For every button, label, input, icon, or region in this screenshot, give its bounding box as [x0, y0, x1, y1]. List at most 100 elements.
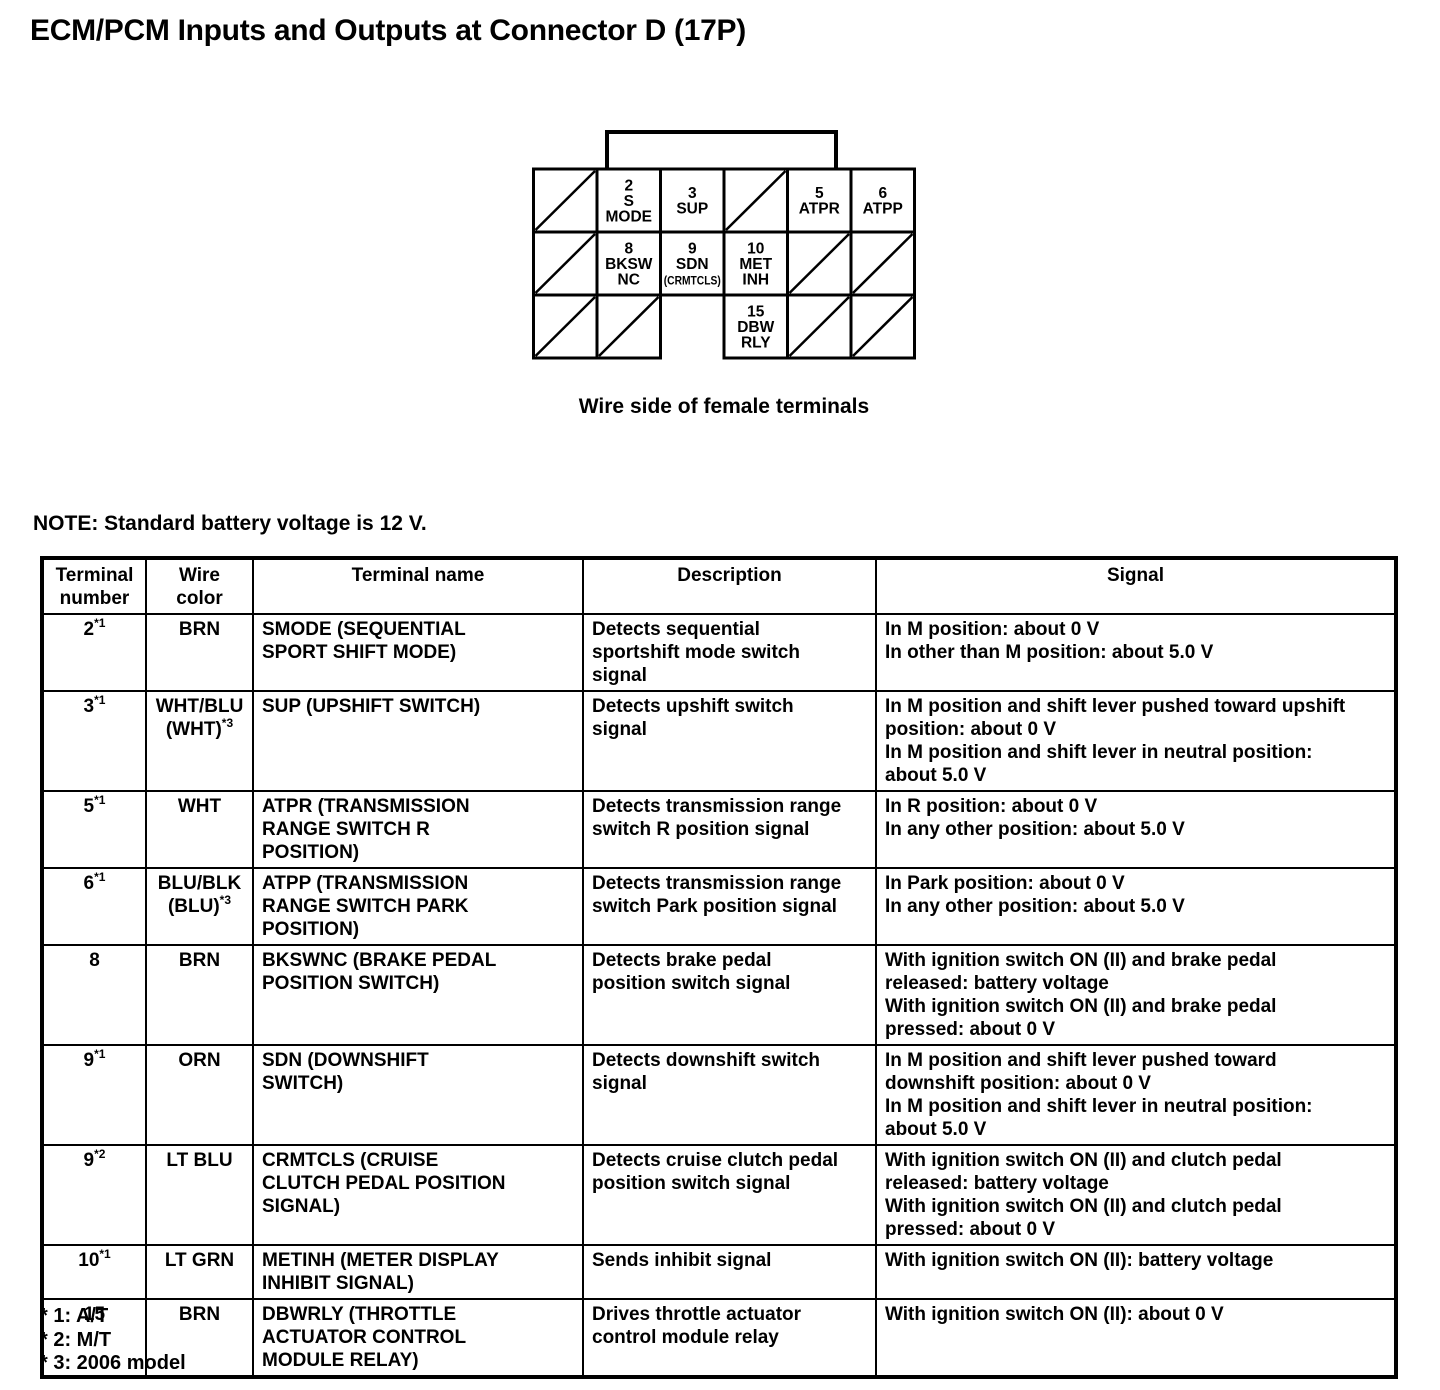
signal-line: With ignition switch ON (II) and brake p… — [885, 950, 1277, 994]
signal-cell: With ignition switch ON (II) and brake p… — [875, 944, 1397, 1046]
connector-blank-cell — [595, 293, 662, 360]
footnote-line: * 1: A/T — [40, 1305, 109, 1327]
terminal-name-cell: SMODE (SEQUENTIAL SPORT SHIFT MODE) — [252, 613, 584, 692]
signal-line: With ignition switch ON (II): battery vo… — [885, 1250, 1274, 1271]
terminal-number-cell: 15 — [41, 1298, 147, 1378]
description-cell: Detects downshift switch signal — [582, 1044, 877, 1146]
pin-label: 8 — [624, 240, 633, 257]
description-cell: Detects upshift switch signal — [582, 690, 877, 792]
pin-label: BKSW — [605, 256, 653, 273]
footnote-line: * 2: M/T — [40, 1328, 112, 1351]
terminal-number-cell: 2*1 — [41, 613, 147, 692]
description-cell: Detects cruise clutch pedal position swi… — [582, 1144, 877, 1246]
pin-label: SUP — [676, 201, 708, 218]
terminal-number-cell: 9*1 — [41, 1044, 147, 1146]
table-row: 9*1 ORN SDN (DOWNSHIFT SWITCH) Detects down… — [41, 1044, 1397, 1146]
description-cell: Drives throttle actuator control module … — [582, 1298, 877, 1378]
terminal-number-cell: 6*1 — [41, 867, 147, 946]
pin-label: RLY — [741, 334, 771, 351]
signal-cell: With ignition switch ON (II): battery vo… — [875, 1244, 1397, 1300]
table-row: 3*1 WHT/BLU (WHT)*3 SUP (UPSHIFT SWITCH) De… — [41, 690, 1397, 792]
pin-label: NC — [618, 271, 640, 288]
hatch-diagonal — [788, 296, 850, 357]
pin-label: INH — [742, 271, 769, 288]
page-title: ECM/PCM Inputs and Outputs at Connector … — [30, 14, 746, 47]
pin-label: 10 — [747, 240, 764, 257]
terminal-name-cell: SUP (UPSHIFT SWITCH) — [252, 690, 584, 792]
connector-blank-cell — [532, 167, 599, 234]
signal-line: In M position: about 0 V — [885, 619, 1100, 640]
connector-blank-cell — [786, 230, 853, 297]
signal-line: In M position and shift lever in neutral… — [885, 1096, 1313, 1140]
connector-blank-cell — [786, 293, 853, 360]
signal-cell: In R position: about 0 V In any other pos… — [875, 790, 1397, 869]
pin-label: S — [624, 193, 634, 210]
signal-line: In any other position: about 5.0 V — [885, 819, 1185, 840]
description-cell: Sends inhibit signal — [582, 1244, 877, 1300]
wire-color-cell: WHT — [145, 790, 254, 869]
wire-color-cell: LT GRN — [145, 1244, 254, 1300]
signal-line: In Park position: about 0 V — [885, 873, 1125, 894]
signal-line: In any other position: about 5.0 V — [885, 896, 1185, 917]
battery-voltage-note: NOTE: Standard battery voltage is 12 V. — [33, 512, 427, 535]
connector-pinout-svg: 2SMODE3SUP5ATPR6ATPP8BKSWNC9SDN(CRMTCLS)… — [532, 130, 916, 360]
terminal-name-cell: METINH (METER DISPLAY INHIBIT SIGNAL) — [252, 1244, 584, 1300]
pin-label: 6 — [878, 185, 887, 202]
hatch-diagonal — [852, 296, 914, 357]
pin-label: ATPR — [799, 201, 840, 218]
terminal-name-cell: SDN (DOWNSHIFT SWITCH) — [252, 1044, 584, 1146]
signal-cell: In M position and shift lever pushed tow… — [875, 1044, 1397, 1146]
table-row: 2*1 BRN SMODE (SEQUENTIAL SPORT SHIFT MODE… — [41, 613, 1397, 692]
table-row: 5*1 WHT ATPR (TRANSMISSION RANGE SWITCH R … — [41, 790, 1397, 869]
wire-color-cell: LT BLU — [145, 1144, 254, 1246]
wire-color-cell: WHT/BLU (WHT)*3 — [145, 690, 254, 792]
connector-blank-cell — [849, 293, 916, 360]
terminal-number-cell: 10*1 — [41, 1244, 147, 1300]
hatch-diagonal — [534, 233, 596, 294]
terminal-name-cell: CRMTCLS (CRUISE CLUTCH PEDAL POSITION SI… — [252, 1144, 584, 1246]
col-header-2: Terminal name — [252, 557, 584, 615]
signal-line: With ignition switch ON (II) and clutch … — [885, 1150, 1282, 1194]
col-header-4: Signal — [875, 557, 1397, 615]
pin-label: 5 — [815, 185, 824, 202]
signal-cell: With ignition switch ON (II) and clutch … — [875, 1144, 1397, 1246]
signal-line: With ignition switch ON (II) and clutch … — [885, 1196, 1282, 1240]
signal-cell: In M position: about 0 V In other than M … — [875, 613, 1397, 692]
terminal-name-cell: ATPP (TRANSMISSION RANGE SWITCH PARK POS… — [252, 867, 584, 946]
pin-label: 9 — [688, 240, 697, 257]
terminal-number-cell: 3*1 — [41, 690, 147, 792]
connector-blank-cell — [849, 230, 916, 297]
io-table: Terminal number Wire color Terminal name De… — [40, 556, 1398, 1379]
pin-label: 15 — [747, 303, 765, 320]
hatch-diagonal — [725, 170, 787, 231]
connector-blank-cell — [722, 167, 789, 234]
terminal-name-cell: DBWRLY (THROTTLE ACTUATOR CONTROL MODULE… — [252, 1298, 584, 1378]
terminal-name-cell: ATPR (TRANSMISSION RANGE SWITCH R POSITI… — [252, 790, 584, 869]
terminal-name-cell: BKSWNC (BRAKE PEDAL POSITION SWITCH) — [252, 944, 584, 1046]
wire-color-cell: BRN — [145, 1298, 254, 1378]
signal-line: With ignition switch ON (II): about 0 V — [885, 1304, 1224, 1325]
table-row: 9*2 LT BLU CRMTCLS (CRUISE CLUTCH PEDAL PO… — [41, 1144, 1397, 1246]
terminal-number-cell: 9*2 — [41, 1144, 147, 1246]
signal-line: With ignition switch ON (II) and brake p… — [885, 996, 1277, 1040]
footnote-line: * 3: 2006 model — [40, 1352, 186, 1374]
description-cell: Detects brake pedal position switch sign… — [582, 944, 877, 1046]
table-row: 10*1 LT GRN METINH (METER DISPLAY INHIBIT … — [41, 1244, 1397, 1300]
connector-blank-cell — [532, 230, 599, 297]
wire-color-cell: BLU/BLK (BLU)*3 — [145, 867, 254, 946]
description-cell: Detects sequential sportshift mode switc… — [582, 613, 877, 692]
signal-line: In other than M position: about 5.0 V — [885, 642, 1214, 663]
table-row: 15 BRN DBWRLY (THROTTLE ACTUATOR CONTROL M… — [41, 1298, 1397, 1378]
connector-caption: Wire side of female terminals — [578, 395, 870, 418]
terminal-number-cell: 5*1 — [41, 790, 147, 869]
hatch-diagonal — [534, 170, 596, 231]
terminal-number-cell: 8 — [41, 944, 147, 1046]
